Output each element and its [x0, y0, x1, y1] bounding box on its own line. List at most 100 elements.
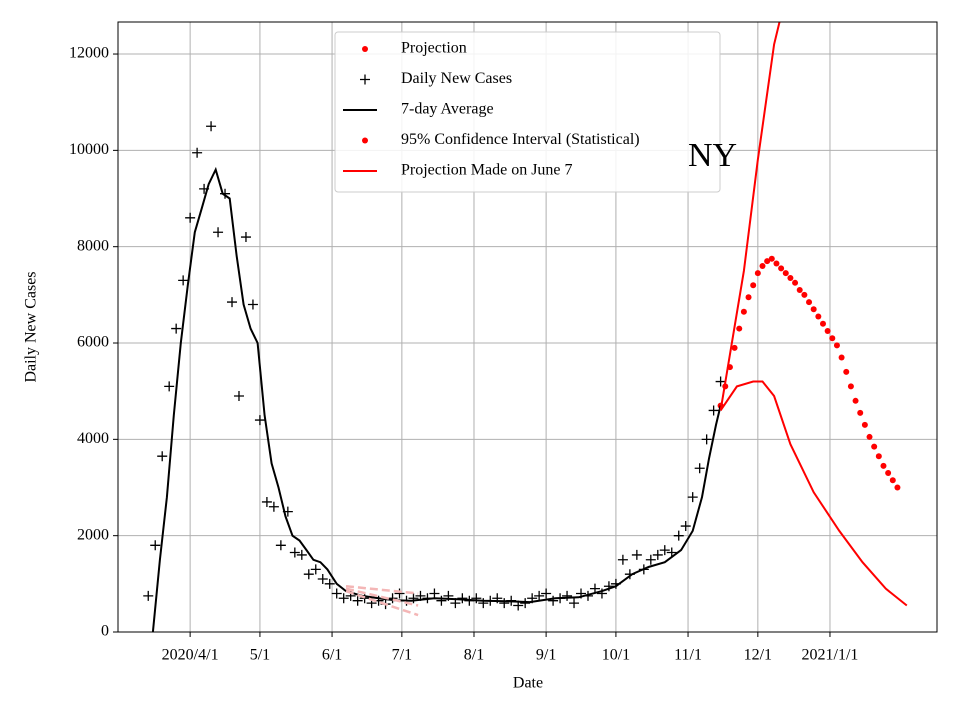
projection-dot: [852, 397, 859, 404]
projection-dot: [889, 477, 896, 484]
case-marker: [520, 598, 531, 609]
projection-dot: [815, 313, 822, 320]
legend-label: 95% Confidence Interval (Statistical): [401, 131, 640, 148]
case-marker: [394, 588, 405, 599]
x-tick-label: 6/1: [322, 647, 342, 664]
projection-dot: [806, 299, 813, 306]
projection-dot: [740, 308, 747, 315]
projection-dot: [792, 279, 799, 286]
case-marker: [192, 147, 203, 158]
case-marker: [150, 540, 161, 551]
plot-area: [143, 22, 908, 632]
projection-dot: [843, 368, 850, 375]
case-marker: [275, 540, 286, 551]
ci-lower-line: [719, 380, 908, 607]
x-tick-label: 10/1: [602, 647, 630, 664]
projection-dot: [819, 320, 826, 327]
case-marker: [659, 545, 670, 556]
y-axis-label: Daily New Cases: [23, 271, 40, 382]
y-tick-label: 10000: [69, 141, 109, 158]
case-marker: [178, 275, 189, 286]
legend-marker: [362, 137, 368, 144]
case-marker: [331, 588, 342, 599]
annotation: NY: [688, 137, 737, 174]
grid: [118, 22, 937, 633]
case-marker: [534, 590, 545, 601]
x-tick-label: 7/1: [392, 647, 412, 664]
projection-dot: [778, 265, 785, 272]
projection-dot: [782, 270, 789, 277]
axes-frame: [117, 21, 938, 633]
x-tick-label: 2021/1/1: [802, 647, 859, 664]
projection-dot: [787, 274, 794, 281]
y-tick-label: 12000: [69, 45, 109, 62]
projection-dot: [824, 327, 831, 334]
y-tick-label: 6000: [77, 334, 109, 351]
projection-dot: [731, 344, 738, 351]
case-marker: [296, 549, 307, 560]
case-marker: [185, 212, 196, 223]
case-marker: [324, 578, 335, 589]
case-marker: [338, 593, 349, 604]
axes: 0 2000 4000 6000 8000 10000 12000 2020/4/1 5/1 6/…: [69, 45, 858, 664]
case-marker: [436, 595, 447, 606]
case-marker: [240, 232, 251, 243]
x-tick-label: 9/1: [536, 647, 556, 664]
case-marker: [687, 492, 698, 503]
projection-dot: [866, 433, 873, 440]
average-line: [151, 166, 722, 632]
case-marker: [652, 549, 663, 560]
case-marker: [310, 564, 321, 575]
projection-dot: [745, 294, 752, 301]
ci-upper-line: [719, 22, 781, 411]
x-axis-label: Date: [513, 675, 543, 692]
projection-dot: [801, 291, 808, 298]
x-tick-label: 11/1: [674, 647, 702, 664]
legend-label: 7-day Average: [401, 101, 494, 118]
case-marker: [289, 547, 300, 558]
case-marker: [617, 554, 628, 565]
case-marker: [352, 595, 363, 606]
projection-dot: [810, 306, 817, 313]
legend-label: Daily New Cases: [401, 70, 512, 87]
case-marker: [247, 299, 258, 310]
case-marker: [694, 463, 705, 474]
case-marker: [227, 297, 238, 308]
case-marker: [317, 574, 328, 585]
x-tick-label: 2020/4/1: [162, 647, 219, 664]
case-marker: [206, 121, 217, 132]
projection-dot: [871, 443, 878, 450]
y-tick-label: 0: [101, 623, 109, 640]
projection-dot: [773, 260, 780, 267]
case-marker: [171, 323, 182, 334]
projection-dot: [857, 409, 864, 416]
case-marker: [541, 588, 552, 599]
case-marker: [213, 227, 224, 238]
projection-dot: [736, 325, 743, 332]
legend-box: [334, 31, 721, 193]
y-tick-label: 4000: [77, 430, 109, 447]
case-marker: [268, 501, 279, 512]
case-marker: [254, 415, 265, 426]
projection-dot: [885, 470, 892, 477]
case-marker: [701, 434, 712, 445]
projection-dot: [833, 342, 840, 349]
x-tick-label: 12/1: [744, 647, 772, 664]
case-marker: [548, 595, 559, 606]
x-tick-label: 8/1: [464, 647, 484, 664]
case-marker: [157, 451, 168, 462]
case-marker: [631, 549, 642, 560]
projection-dot: [796, 287, 803, 294]
projection-dot: [764, 258, 771, 265]
case-marker: [708, 405, 719, 416]
case-marker: [680, 521, 691, 532]
projection-dot: [759, 262, 766, 269]
case-marker: [429, 588, 440, 599]
legend-marker: [360, 74, 370, 85]
case-marker: [645, 554, 656, 565]
case-marker: [303, 569, 314, 580]
projection-dot: [754, 270, 761, 277]
legend-label: Projection: [401, 40, 467, 57]
x-tick-label: 5/1: [250, 647, 270, 664]
